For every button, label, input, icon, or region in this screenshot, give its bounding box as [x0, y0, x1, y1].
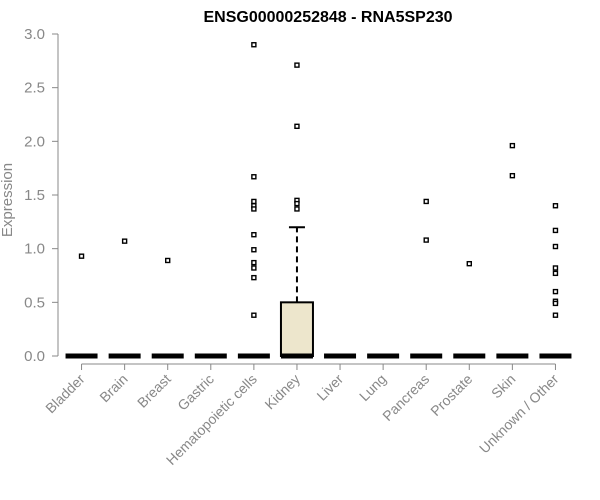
x-tick-label: Liver [313, 371, 346, 404]
outlier-point [251, 206, 257, 212]
x-tick-label: Breast [134, 371, 174, 411]
x-tick-label: Pancreas [379, 371, 432, 424]
outlier-point [294, 206, 300, 212]
outlier-point [552, 300, 559, 307]
box-group [410, 198, 443, 359]
y-tick-label: 0.0 [24, 348, 45, 365]
y-tick-label: 3.0 [24, 26, 45, 43]
outlier-point [294, 200, 300, 207]
outlier-point [552, 265, 559, 271]
y-tick-label: 0.5 [24, 294, 45, 311]
outlier-point [509, 142, 516, 149]
box-group [539, 203, 572, 359]
outlier-point [294, 123, 300, 130]
outlier-point [294, 62, 300, 68]
box-group [453, 260, 486, 359]
outlier-point [251, 274, 257, 281]
x-tick-label: Kidney [261, 371, 303, 413]
box-group [65, 253, 98, 359]
box-group [279, 62, 314, 359]
x-tick-label: Gastric [174, 371, 217, 414]
x-tick-label: Lung [356, 371, 389, 404]
y-axis: 0.0 0.5 1.0 1.5 2.0 2.5 3.0 [24, 26, 59, 365]
y-tick-label: 2.5 [24, 80, 45, 97]
outlier-point [251, 247, 257, 253]
outlier-point [251, 198, 257, 205]
box-group [237, 42, 270, 359]
y-tick-label: 2.0 [24, 133, 45, 150]
outlier-point [251, 259, 257, 266]
outlier-point [552, 227, 559, 234]
outlier-point [423, 237, 429, 243]
outlier-point [552, 288, 559, 295]
box-group [496, 142, 529, 359]
box-group [151, 257, 184, 359]
y-axis-label: Expression [0, 163, 16, 237]
outlier-point [251, 312, 257, 318]
box-group [108, 238, 141, 359]
x-tick-label: Brain [96, 371, 130, 405]
outlier-point [251, 42, 257, 48]
x-tick-label: Unknown / Other [476, 371, 562, 457]
x-tick-label: Skin [488, 371, 519, 402]
outlier-point [251, 232, 257, 238]
outlier-point [423, 198, 429, 205]
outlier-point [165, 257, 171, 264]
chart-title: ENSG00000252848 - RNA5SP230 [203, 9, 452, 26]
outlier-point [552, 243, 559, 250]
x-tick-label: Bladder [42, 371, 88, 417]
outlier-point [552, 312, 559, 318]
outlier-point [552, 203, 559, 209]
y-tick-label: 1.0 [24, 241, 45, 258]
outlier-point [552, 270, 559, 277]
outlier-point [121, 238, 128, 244]
boxes [65, 42, 572, 359]
outlier-point [466, 260, 472, 267]
y-tick-label: 1.5 [24, 187, 45, 204]
x-tick-label: Prostate [427, 371, 475, 419]
box-rect [279, 301, 314, 358]
outlier-point [251, 265, 257, 271]
outlier-point [509, 172, 516, 179]
outlier-point [78, 253, 85, 259]
outlier-point [251, 174, 257, 180]
